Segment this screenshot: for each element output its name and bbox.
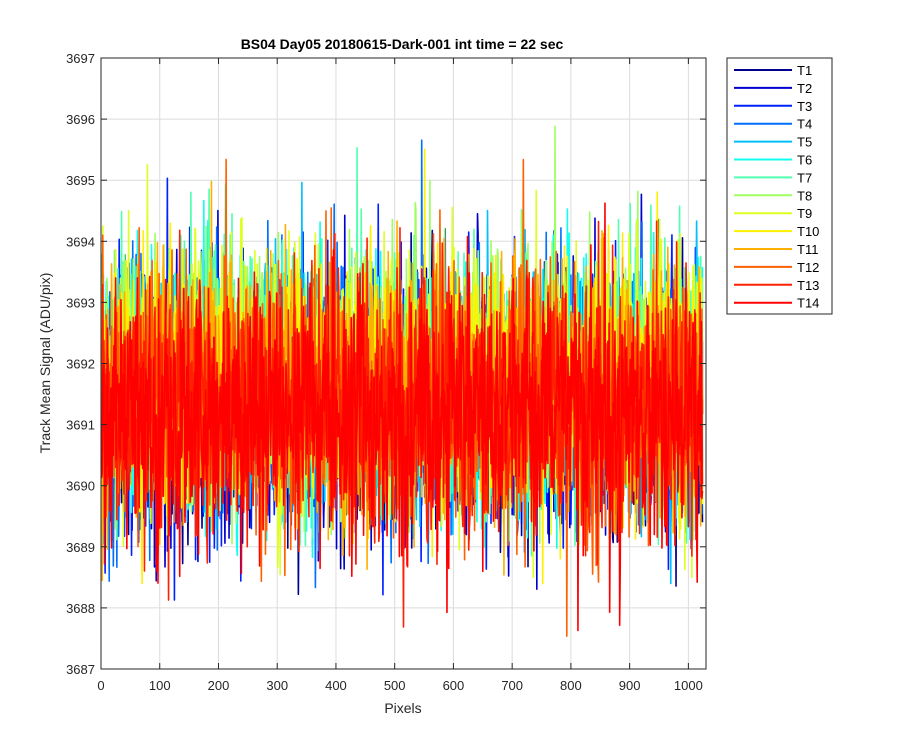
x-tick-label: 300 xyxy=(266,678,288,693)
x-tick-label: 900 xyxy=(619,678,641,693)
legend: T1 T2 T3 T4 T5 T6 T7 T8 T9 T10 T11 T12 T13 T14 xyxy=(726,57,833,315)
y-tick-label: 3688 xyxy=(66,601,95,616)
y-tick-label: 3696 xyxy=(66,112,95,127)
y-axis-label: Track Mean Signal (ADU/pix) xyxy=(37,273,53,454)
x-tick-label: 100 xyxy=(149,678,171,693)
y-tick-label: 3693 xyxy=(66,295,95,310)
x-tick-label: 700 xyxy=(501,678,523,693)
y-tick-label: 3694 xyxy=(66,234,95,249)
y-tick-label: 3690 xyxy=(66,479,95,494)
legend-label-t8: T8 xyxy=(797,188,812,203)
axis-ticks: 0 100 200 300 400 500 600 700 800 900 1000 3687 3688… xyxy=(66,51,706,693)
x-tick-label: 200 xyxy=(208,678,230,693)
legend-label-t12: T12 xyxy=(797,260,819,275)
legend-label-t13: T13 xyxy=(797,278,819,293)
x-tick-label: 0 xyxy=(97,678,104,693)
legend-entries: T1 T2 T3 T4 T5 T6 T7 T8 T9 T10 T11 T12 T13 T14 xyxy=(734,63,819,311)
legend-label-t11: T11 xyxy=(797,242,818,257)
y-tick-label: 3692 xyxy=(66,357,95,372)
y-tick-label: 3697 xyxy=(66,51,95,66)
x-tick-label: 500 xyxy=(384,678,406,693)
legend-label-t6: T6 xyxy=(797,153,812,168)
legend-label-t3: T3 xyxy=(797,99,812,114)
legend-label-t2: T2 xyxy=(797,81,812,96)
legend-label-t9: T9 xyxy=(797,206,812,221)
y-tick-label: 3689 xyxy=(66,540,95,555)
chart-title: BS04 Day05 20180615-Dark-001 int time = … xyxy=(241,36,564,52)
series-line-t14 xyxy=(101,202,704,632)
legend-box xyxy=(726,57,833,315)
y-tick-label: 3687 xyxy=(66,662,95,677)
x-tick-label: 600 xyxy=(443,678,465,693)
series-lines xyxy=(101,125,704,637)
y-tick-label: 3691 xyxy=(66,418,95,433)
legend-label-t1: T1 xyxy=(797,63,812,78)
legend-label-t4: T4 xyxy=(797,117,812,132)
x-tick-label: 400 xyxy=(325,678,347,693)
y-tick-label: 3695 xyxy=(66,173,95,188)
legend-label-t7: T7 xyxy=(797,170,812,185)
legend-label-t14: T14 xyxy=(797,296,819,311)
plot-area: 0 100 200 300 400 500 600 700 800 900 1000 3687 3688… xyxy=(66,51,707,693)
legend-label-t5: T5 xyxy=(797,135,812,150)
x-tick-label: 1000 xyxy=(674,678,703,693)
x-tick-label: 800 xyxy=(560,678,582,693)
legend-label-t10: T10 xyxy=(797,224,819,239)
x-axis-label: Pixels xyxy=(384,700,421,716)
